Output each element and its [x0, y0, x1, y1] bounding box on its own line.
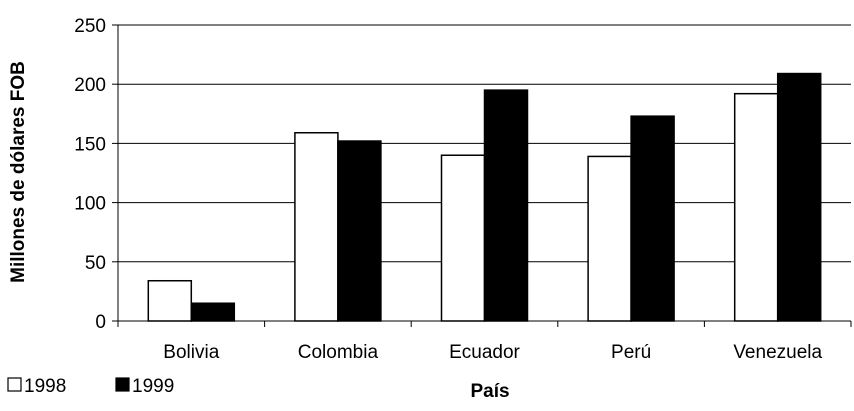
x-tick-label: Perú — [611, 342, 651, 363]
bar-1998-ecuador — [440, 154, 486, 322]
legend-label-1999: 1999 — [132, 376, 174, 397]
bar-1999-venezuela — [776, 72, 822, 322]
bar-1999-perú — [630, 115, 675, 322]
axes — [112, 24, 852, 327]
bar-1998-perú — [587, 155, 632, 322]
x-axis-title: País — [470, 381, 509, 402]
legend-swatch-1999 — [115, 377, 130, 392]
y-tick-label: 50 — [85, 253, 106, 274]
y-tick-label: 0 — [95, 312, 106, 333]
bar-1999-bolivia — [190, 302, 236, 322]
x-tick-label: Venezuela — [733, 342, 822, 363]
y-tick-label: 250 — [74, 16, 106, 37]
x-tick-label: Ecuador — [449, 342, 520, 363]
x-tick-label: Bolivia — [163, 342, 219, 363]
bar-1999-colombia — [337, 140, 382, 322]
y-tick-label: 200 — [74, 75, 106, 96]
legend-label-1998: 1998 — [24, 376, 66, 397]
legend: 1998 1999 — [7, 376, 174, 397]
y-tick-label: 100 — [74, 194, 106, 215]
legend-swatch-1998 — [7, 377, 22, 392]
y-axis-title: Millones de dólares FOB — [8, 61, 29, 283]
bar-1998-bolivia — [147, 279, 193, 322]
bar-1999-ecuador — [483, 89, 529, 322]
bars — [147, 72, 822, 322]
x-tick-label: Colombia — [298, 342, 379, 363]
y-tick-label: 150 — [74, 134, 106, 155]
labels: 0 50 100 150 200 250 Bolivia Colombia Ecuador Per… — [74, 16, 822, 363]
bar-1998-colombia — [294, 131, 339, 322]
bar-1998-venezuela — [733, 92, 779, 322]
